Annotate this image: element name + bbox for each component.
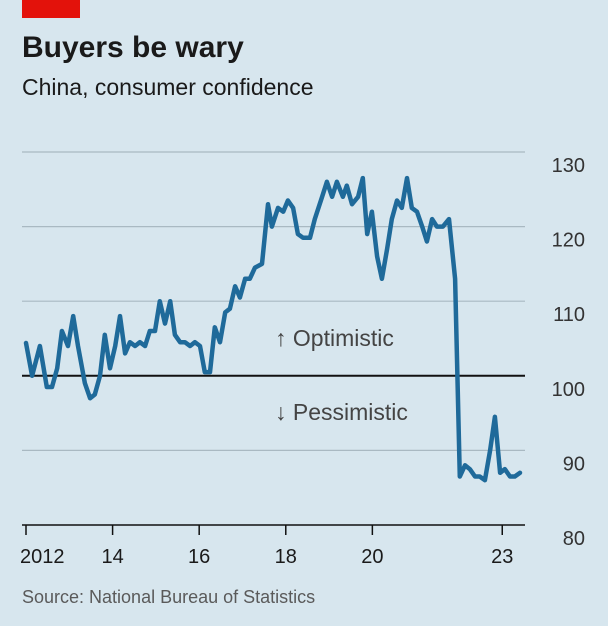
data-line <box>23 175 523 483</box>
x-tick-label: 23 <box>491 546 513 568</box>
x-tick-label: 2012 <box>20 546 65 568</box>
y-tick-label: 110 <box>553 304 585 326</box>
y-tick-label: 100 <box>552 379 585 401</box>
x-tick-label: 18 <box>275 546 297 568</box>
chart-subtitle: China, consumer confidence <box>22 74 314 100</box>
chart-title: Buyers be wary <box>22 31 244 64</box>
x-tick-label: 14 <box>101 546 123 568</box>
y-tick-label: 80 <box>563 528 585 550</box>
y-tick-label: 90 <box>563 453 585 475</box>
y-tick-label: 130 <box>552 155 585 177</box>
x-tick-label: 20 <box>361 546 383 568</box>
x-tick-label: 16 <box>188 546 210 568</box>
source: Source: National Bureau of Statistics <box>22 587 315 607</box>
red-tag <box>22 0 80 18</box>
y-tick-label: 120 <box>552 230 585 252</box>
annotation: ↓ Pessimistic <box>275 399 408 425</box>
annotation: ↑ Optimistic <box>275 325 394 351</box>
